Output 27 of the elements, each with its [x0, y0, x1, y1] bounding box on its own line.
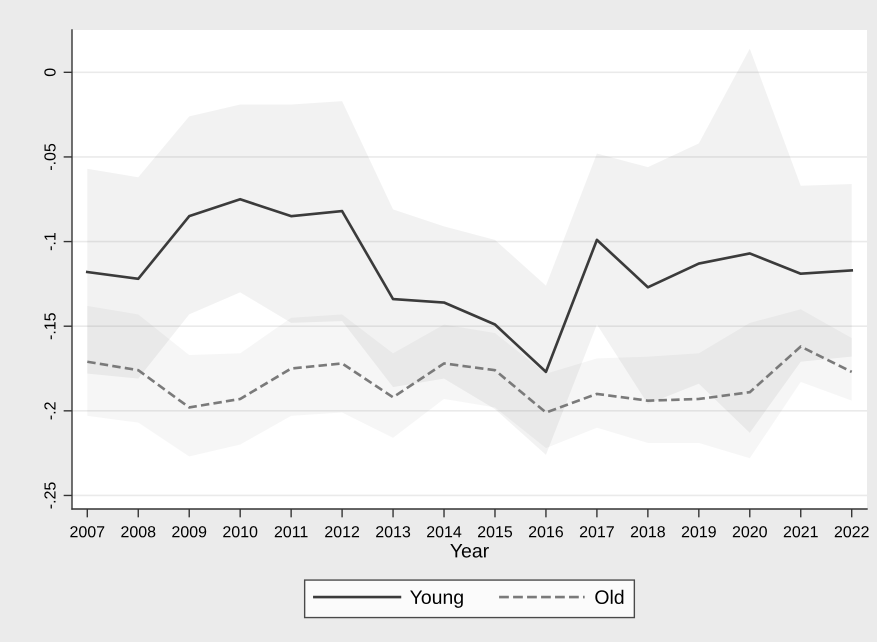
- legend-label: Young: [410, 590, 463, 608]
- y-tick-label: -.2: [44, 402, 56, 420]
- y-tick-label: 0: [44, 68, 56, 76]
- x-tick-label: 2021: [784, 526, 818, 538]
- x-tick-label: 2013: [376, 526, 410, 538]
- x-tick-label: 2007: [70, 526, 104, 538]
- x-tick-label: 2012: [325, 526, 360, 538]
- x-tick-label: 2016: [528, 526, 564, 538]
- line-series: [86, 345, 854, 414]
- x-tick-label: 2008: [121, 526, 156, 538]
- x-tick-label: 2019: [682, 526, 716, 538]
- x-tick-label: 2017: [580, 526, 614, 538]
- legend-label: Old: [595, 590, 624, 604]
- x-tick-label: 2009: [172, 526, 206, 538]
- y-tick-label: -.1: [44, 233, 56, 250]
- x-tick-label: 2020: [732, 526, 767, 538]
- x-axis-title: Year: [450, 544, 489, 558]
- line-series: [86, 198, 854, 374]
- y-tick-label: -.25: [44, 482, 56, 509]
- x-tick-label: 2010: [223, 526, 258, 538]
- x-tick-label: 2022: [834, 526, 869, 538]
- x-tick-label: 2018: [630, 526, 665, 538]
- x-tick-label: 2014: [427, 526, 462, 538]
- x-tick-label: 2011: [274, 526, 308, 538]
- y-tick-label: -.15: [44, 313, 56, 340]
- y-tick-label: -.05: [44, 144, 56, 170]
- x-tick-label: 2015: [478, 526, 512, 538]
